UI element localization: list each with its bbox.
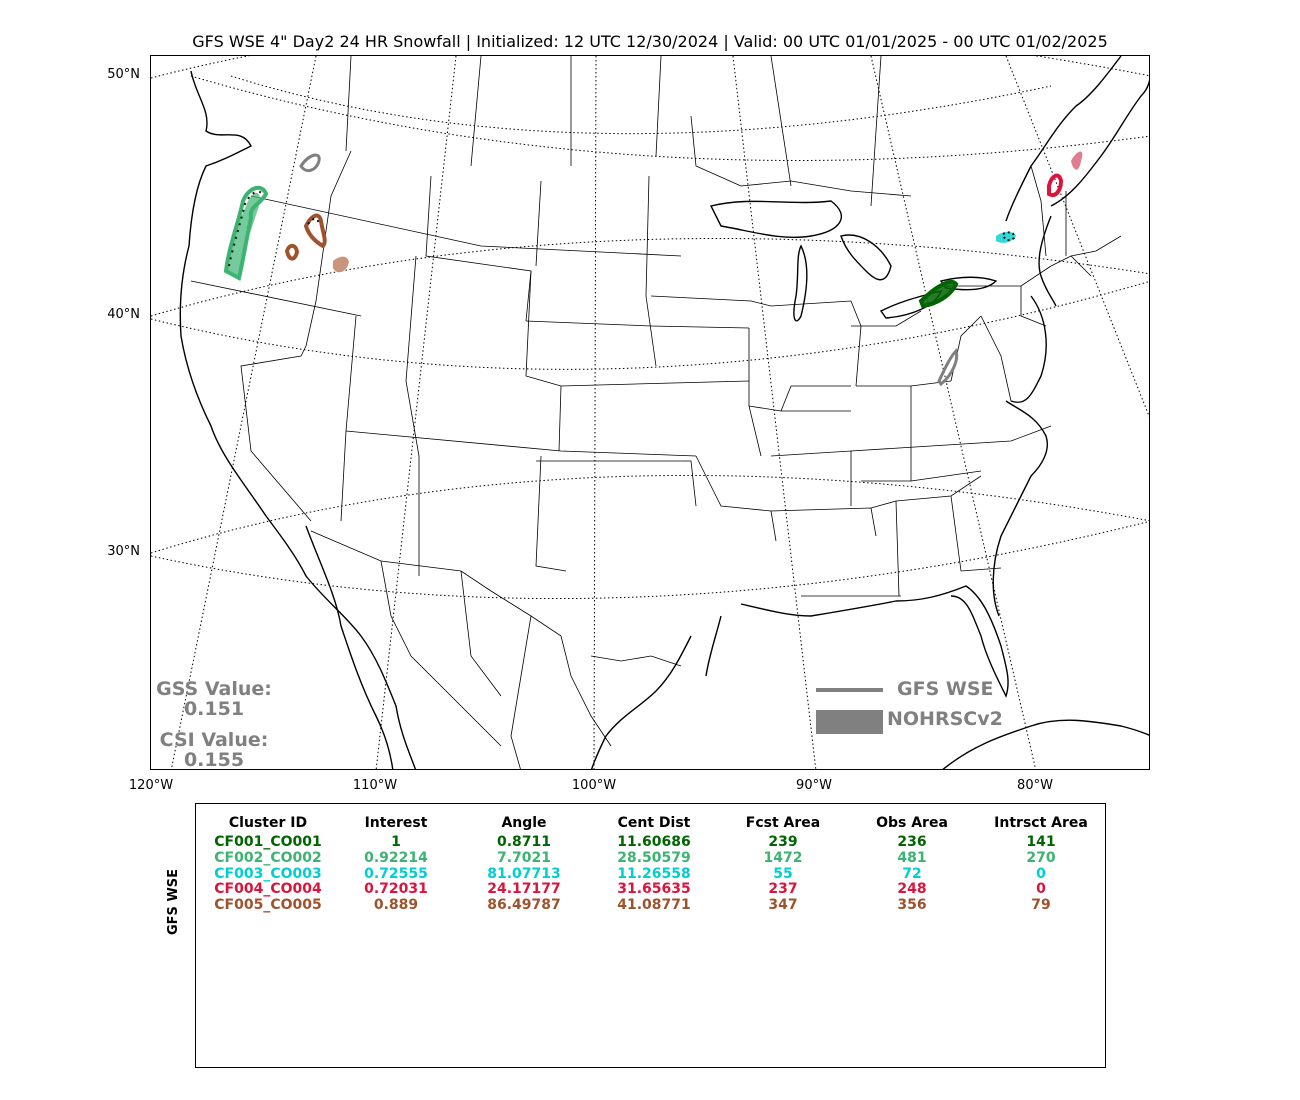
- table-cell: 72: [902, 865, 922, 882]
- coastline: [179, 56, 1149, 769]
- table-cell: 1472: [763, 849, 803, 866]
- gss-label: GSS Value:: [156, 678, 272, 700]
- legend-fill-sample: [816, 710, 883, 734]
- graticule-lines: [151, 75, 1149, 600]
- cluster-table: [195, 803, 1106, 1068]
- map-title: GFS WSE 4" Day2 24 HR Snowfall | Initial…: [192, 32, 1108, 51]
- legend-line-label: GFS WSE: [897, 678, 994, 700]
- table-header-1: Interest: [364, 815, 428, 831]
- table-header-0: Cluster ID: [228, 815, 308, 831]
- table-cell: 0: [1036, 881, 1046, 898]
- lon-label-80: 80°W: [1017, 778, 1053, 793]
- table-cell: 0.889: [373, 897, 419, 914]
- map-canvas: [151, 56, 1149, 769]
- table-cell: 0.72031: [364, 881, 428, 898]
- table-cell: CF005_CO005: [214, 897, 322, 914]
- table-cell: 347: [768, 897, 798, 914]
- table-cell: 248: [897, 881, 927, 898]
- legend-fill-label: NOHRSCv2: [887, 708, 1003, 730]
- table-cell: 0.8711: [496, 834, 552, 850]
- table-cell: CF001_CO001: [214, 834, 322, 850]
- snowfall-map[interactable]: [150, 55, 1150, 770]
- cluster-cf001[interactable]: [918, 280, 959, 309]
- table-header-3: Cent Dist: [617, 815, 691, 831]
- table-cell: 141: [1026, 834, 1056, 850]
- table-cell: 239: [768, 834, 798, 850]
- table-cell: 24.17177: [487, 881, 561, 898]
- lon-label-110: 110°W: [352, 778, 398, 793]
- gss-value: 0.151: [183, 698, 245, 720]
- lon-label-120: 120°W: [128, 778, 174, 793]
- table-cell: 270: [1026, 849, 1056, 866]
- lat-label-50: 50°N: [107, 67, 140, 82]
- state-borders: [190, 56, 1122, 769]
- table-cell: 11.26558: [617, 865, 691, 882]
- table-header-2: Angle: [501, 815, 547, 831]
- table-cell: CF003_CO003: [214, 865, 322, 882]
- lat-label-30: 30°N: [107, 544, 140, 559]
- table-cell: 11.60686: [617, 834, 691, 850]
- unmatched-contours: [299, 153, 959, 387]
- table-cell: 86.49787: [487, 897, 561, 914]
- table-cell: CF002_CO002: [214, 849, 322, 866]
- great-lakes: [709, 200, 998, 322]
- csi-value: 0.155: [183, 749, 245, 771]
- table-ylabel: GFS WSE: [166, 868, 181, 935]
- table-header-5: Obs Area: [876, 815, 948, 831]
- table-cell: 0.72555: [364, 865, 428, 882]
- cluster-cf005[interactable]: [284, 213, 349, 273]
- table-cell: 356: [897, 897, 927, 914]
- table-header-4: Fcst Area: [745, 815, 821, 831]
- table-cell: 41.08771: [617, 897, 691, 914]
- table-cell: 28.50579: [617, 849, 691, 866]
- lon-label-100: 100°W: [571, 778, 617, 793]
- table-cell: 236: [897, 834, 927, 850]
- table-cell: CF004_CO004: [214, 881, 322, 898]
- table-cell: 0.92214: [364, 849, 428, 866]
- table-cell: 79: [1031, 897, 1051, 914]
- cluster-cf004[interactable]: [1047, 151, 1083, 198]
- table-cell: 7.7021: [496, 849, 552, 866]
- graticule-latitude: [151, 56, 1149, 554]
- table-cell: 481: [897, 849, 927, 866]
- table-cell: 31.65635: [617, 881, 691, 898]
- table-cell: 0: [1036, 865, 1046, 882]
- table-cell: 55: [773, 865, 793, 882]
- graticule-longitude: [170, 56, 1149, 769]
- lat-label-40: 40°N: [107, 307, 140, 322]
- table-header-6: Intrsct Area: [994, 815, 1088, 831]
- table-cell: 1: [391, 834, 401, 850]
- cluster-cf002[interactable]: [223, 185, 269, 281]
- table-cell: 237: [768, 881, 798, 898]
- table-cell: 81.07713: [487, 865, 561, 882]
- lon-label-90: 90°W: [796, 778, 832, 793]
- csi-label: CSI Value:: [159, 729, 269, 751]
- cluster-cf003[interactable]: [996, 231, 1016, 243]
